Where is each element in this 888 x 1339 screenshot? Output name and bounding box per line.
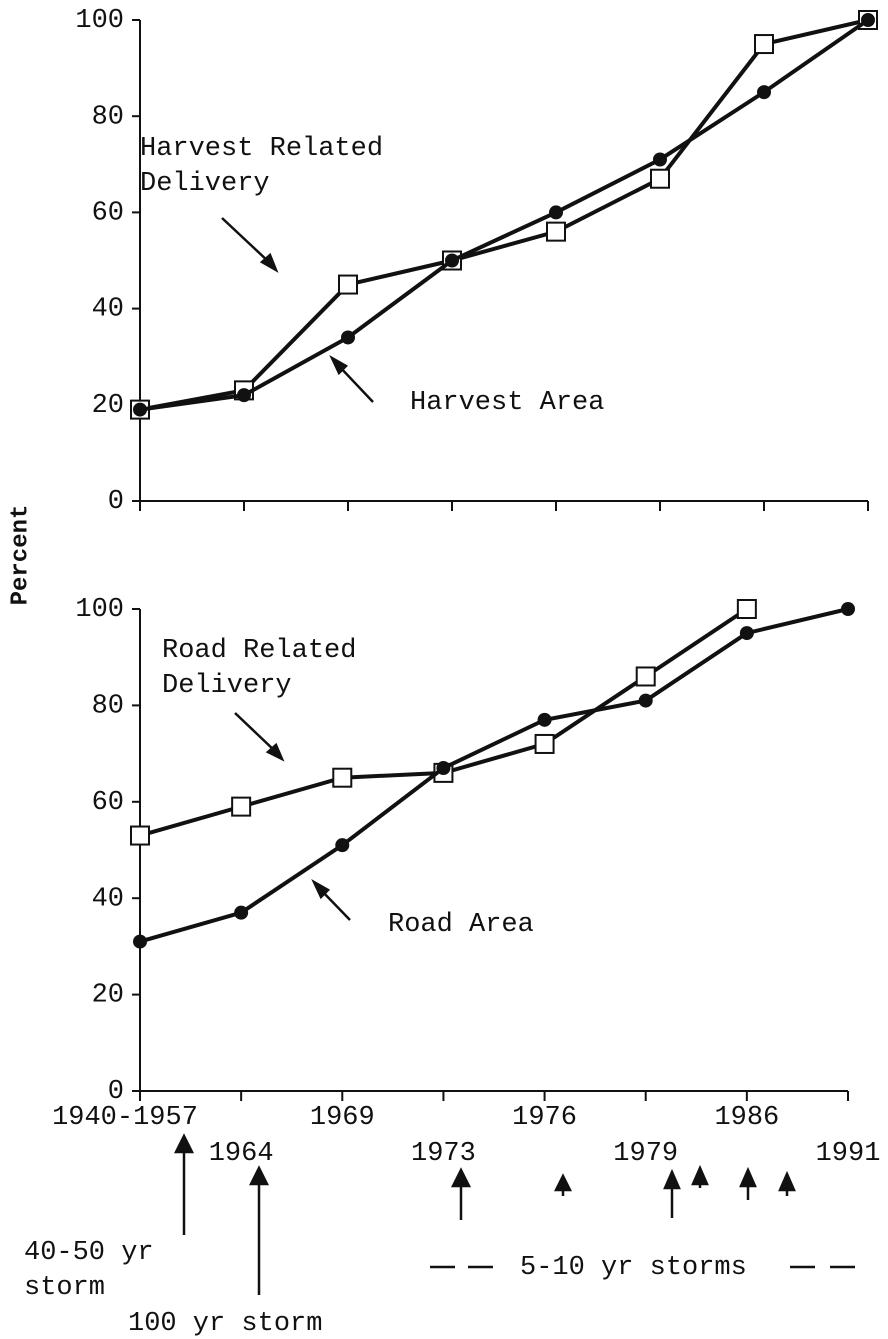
x-tick-label: 1979 (613, 1139, 678, 1169)
series-label: Road Related Delivery (162, 636, 357, 701)
square-marker (332, 767, 353, 788)
square-marker (546, 221, 566, 242)
annotation: 5-10 yr storms (520, 1253, 747, 1283)
storm-arrows (173, 1133, 855, 1295)
y-tick-label: 0 (108, 487, 124, 517)
label-arrows (221, 217, 374, 921)
point (234, 905, 249, 920)
series-line (139, 18, 869, 412)
y-tick-label: 20 (92, 981, 124, 1011)
y-tick-label: 60 (92, 199, 124, 229)
point (653, 152, 667, 167)
series-label: Harvest Related Delivery (140, 134, 384, 199)
square-marker (534, 733, 555, 754)
y-tick-label: 100 (75, 6, 124, 36)
y-tick-label: 20 (92, 391, 124, 421)
point (841, 602, 855, 616)
series-line (139, 18, 870, 412)
square-marker (338, 274, 358, 295)
point (757, 85, 771, 100)
point (237, 388, 251, 403)
square-marker (130, 825, 150, 846)
series-label: Harvest Related Delivery (140, 134, 384, 199)
point (133, 402, 147, 417)
point (861, 13, 875, 27)
series-line (139, 607, 849, 944)
series-label: Road Related Delivery (162, 636, 357, 701)
x-tick-label: 1969 (310, 1103, 375, 1133)
point (335, 838, 350, 853)
y-tick-label: 100 (75, 595, 124, 625)
x-tick-label: 1940-1957 (52, 1103, 198, 1133)
x-tick-label: 1986 (714, 1103, 779, 1133)
y-tick-label: 60 (92, 788, 124, 818)
annotation: 40-50 yr storm (24, 1238, 154, 1303)
square-marker (754, 34, 774, 55)
x-tick-label: 1964 (209, 1139, 274, 1169)
y-tick-label: 40 (92, 884, 124, 914)
y-tick-label: 80 (92, 102, 124, 132)
series-label: Harvest Area (410, 388, 604, 418)
y-axis-label: Percent (7, 505, 34, 606)
square-marker (736, 599, 757, 619)
series-label: Road Area (388, 910, 534, 940)
y-tick-label: 0 (108, 1077, 124, 1107)
y-tick-label: 40 (92, 295, 124, 325)
point (445, 253, 459, 268)
point (537, 712, 552, 727)
x-tick-label: 1991 (816, 1139, 881, 1169)
annotation: 40-50 yr storm (24, 1238, 154, 1303)
square-marker (231, 796, 252, 817)
point (549, 205, 563, 220)
point (133, 934, 147, 949)
point (436, 761, 451, 776)
square-marker (650, 168, 670, 189)
point (341, 330, 355, 345)
y-tick-label: 80 (92, 692, 124, 722)
x-tick-label: 1976 (512, 1103, 577, 1133)
annotation: 100 yr storm (128, 1309, 322, 1339)
point (638, 693, 653, 708)
square-marker (635, 666, 656, 687)
point (739, 626, 754, 641)
x-tick-label: 1973 (411, 1139, 476, 1169)
